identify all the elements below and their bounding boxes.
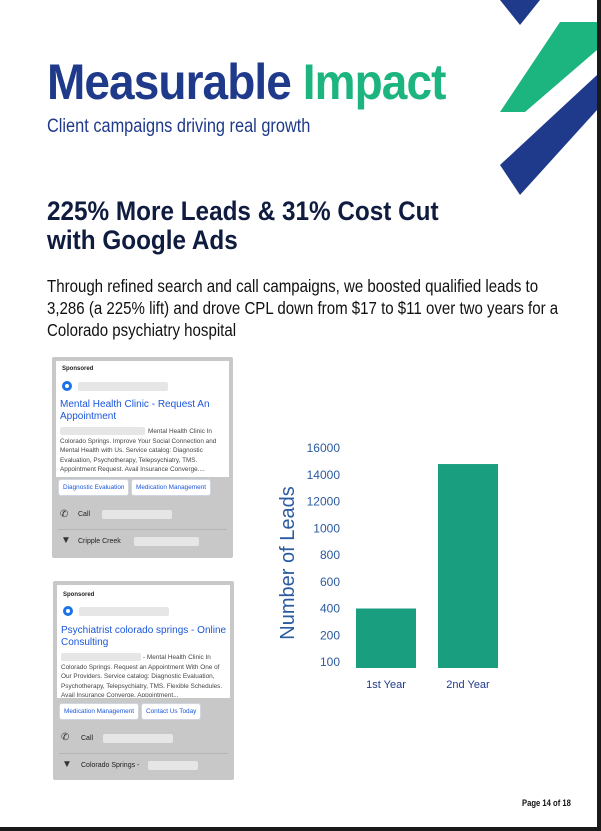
y-tick-label: 16000 (307, 441, 341, 455)
y-tick-label: 100 (320, 655, 340, 669)
redacted-address (134, 537, 199, 546)
y-tick-label: 600 (320, 575, 340, 589)
ad-headline-link[interactable]: Mental Health Clinic - Request An Appoin… (60, 399, 210, 422)
ad-card-2-body (57, 585, 230, 698)
redacted-text (61, 653, 141, 661)
location-label[interactable]: Colorado Springs - (81, 762, 140, 769)
ad-card-1: Sponsored Mental Health Clinic - Request… (52, 357, 233, 558)
redacted-address (148, 761, 198, 770)
decorative-stripes (500, 0, 597, 195)
page-border-bottom (0, 827, 601, 831)
redacted-url (79, 607, 169, 616)
y-tick-label: 800 (320, 548, 340, 562)
x-tick-label: 2nd Year (446, 679, 490, 691)
ad-card-1-body (56, 361, 229, 477)
divider (58, 529, 227, 530)
redacted-url (78, 382, 168, 391)
body-paragraph: Through refined search and call campaign… (47, 276, 559, 340)
title-word-measurable: Measurable (47, 54, 292, 110)
bar-2 (438, 464, 498, 668)
y-tick-label: 14000 (307, 468, 341, 482)
ad-description: Mental Health Clinic In Colorado Springs… (60, 428, 217, 473)
page-title: Measurable Impact (47, 54, 446, 110)
location-pin-icon: ▼ (62, 759, 72, 770)
sponsored-label: Sponsored (63, 592, 95, 598)
ad-card-2: Sponsored Psychiatrist colorado springs … (53, 581, 234, 780)
sitelink-chip[interactable]: Diagnostic Evaluation (58, 479, 130, 496)
title-word-impact: Impact (302, 54, 447, 110)
leads-bar-chart: Number of Leads 100 200 400 600 800 1000 12000… (277, 441, 498, 691)
redacted-phone (103, 734, 173, 743)
location-pin-icon: ▼ (61, 535, 71, 546)
sponsored-label: Sponsored (62, 366, 94, 372)
ad-headline-link[interactable]: Psychiatrist colorado springs - Online C… (61, 625, 227, 648)
call-label[interactable]: Call (78, 511, 91, 518)
y-tick-label: 400 (320, 602, 340, 616)
page-number: Page 14 of 18 (522, 798, 571, 808)
sitelink-chip[interactable]: Contact Us Today (141, 703, 202, 720)
advertiser-logo-icon (62, 381, 72, 391)
divider (59, 753, 228, 754)
page-subtitle: Client campaigns driving real growth (47, 116, 311, 137)
redacted-phone (102, 510, 172, 519)
y-tick-label: 1000 (313, 521, 340, 535)
redacted-text (60, 427, 145, 435)
y-tick-label: 12000 (307, 495, 341, 509)
bar-1 (356, 608, 416, 668)
navy-stripe-top (500, 0, 540, 25)
x-tick-label: 1st Year (366, 679, 406, 691)
call-label[interactable]: Call (81, 735, 94, 742)
advertiser-logo-icon (63, 606, 73, 616)
ad-description: - Mental Health Clinic In Colorado Sprin… (61, 654, 223, 697)
sitelink-chip[interactable]: Medication Management (59, 703, 139, 720)
phone-icon: ✆ (60, 509, 69, 520)
page-border-right (597, 0, 601, 831)
location-label[interactable]: Cripple Creek (78, 538, 121, 545)
sitelink-chip[interactable]: Medication Management (131, 479, 211, 496)
phone-icon: ✆ (61, 732, 70, 743)
section-headline: 225% More Leads & 31% Cost Cut with Goog… (47, 196, 439, 255)
y-tick-label: 200 (320, 628, 340, 642)
y-axis-label: Number of Leads (277, 486, 299, 639)
navy-stripe-bottom (500, 75, 597, 195)
green-stripe (500, 22, 597, 112)
